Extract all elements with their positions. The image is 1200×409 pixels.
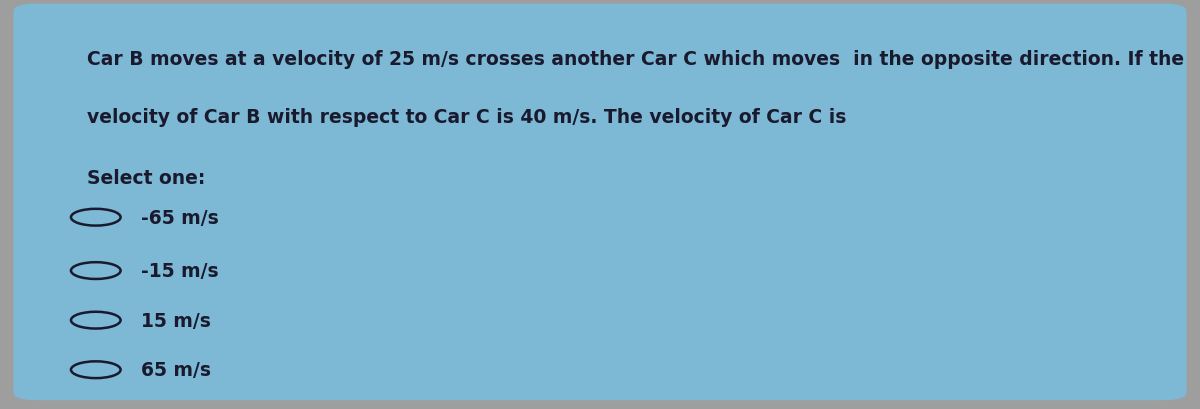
- Text: -65 m/s: -65 m/s: [140, 208, 218, 227]
- FancyBboxPatch shape: [13, 4, 1187, 400]
- Text: 15 m/s: 15 m/s: [140, 311, 211, 330]
- Text: Select one:: Select one:: [86, 168, 205, 187]
- Text: Car B moves at a velocity of 25 m/s crosses another Car C which moves  in the op: Car B moves at a velocity of 25 m/s cros…: [86, 50, 1184, 69]
- Text: velocity of Car B with respect to Car C is 40 m/s. The velocity of Car C is: velocity of Car B with respect to Car C …: [86, 107, 846, 126]
- Text: -15 m/s: -15 m/s: [140, 261, 218, 281]
- Text: 65 m/s: 65 m/s: [140, 360, 211, 379]
